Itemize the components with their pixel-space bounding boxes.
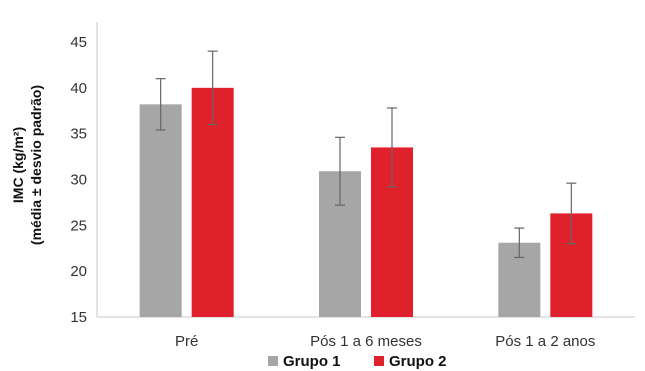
bar-grupo-1 bbox=[139, 104, 182, 317]
error-bar bbox=[155, 78, 166, 131]
y-tick-label: 20 bbox=[70, 263, 87, 280]
x-category-label: Pós 1 a 6 meses bbox=[310, 333, 422, 350]
y-tick-label: 25 bbox=[70, 217, 87, 234]
legend-swatch bbox=[268, 356, 278, 366]
legend: Grupo 1 Grupo 2 bbox=[268, 353, 447, 370]
legend-item: Grupo 2 bbox=[374, 353, 447, 370]
legend-item: Grupo 1 bbox=[268, 353, 341, 370]
error-bar bbox=[335, 136, 345, 206]
y-tick-label: 15 bbox=[70, 309, 87, 326]
y-axis-label-line1: IMC (kg/m²) bbox=[10, 127, 26, 203]
x-category-label: Pós 1 a 2 anos bbox=[495, 333, 595, 350]
y-tick-label: 45 bbox=[70, 34, 87, 51]
legend-label: Grupo 1 bbox=[283, 353, 341, 370]
error-bar bbox=[514, 227, 525, 259]
y-tick-label: 40 bbox=[70, 80, 87, 97]
error-bar bbox=[207, 50, 218, 126]
error-bar bbox=[387, 107, 397, 188]
y-tick-label: 35 bbox=[70, 126, 87, 143]
legend-swatch bbox=[374, 356, 384, 366]
x-category-label: Pré bbox=[175, 333, 198, 350]
y-tick-label: 30 bbox=[70, 172, 87, 189]
error-bar bbox=[566, 182, 577, 245]
bar-grupo-2 bbox=[191, 87, 234, 317]
legend-label: Grupo 2 bbox=[389, 353, 447, 370]
y-axis-label: IMC (kg/m²) (média ± desvio padrão) bbox=[10, 85, 44, 245]
y-axis-label-line2: (média ± desvio padrão) bbox=[28, 85, 44, 245]
